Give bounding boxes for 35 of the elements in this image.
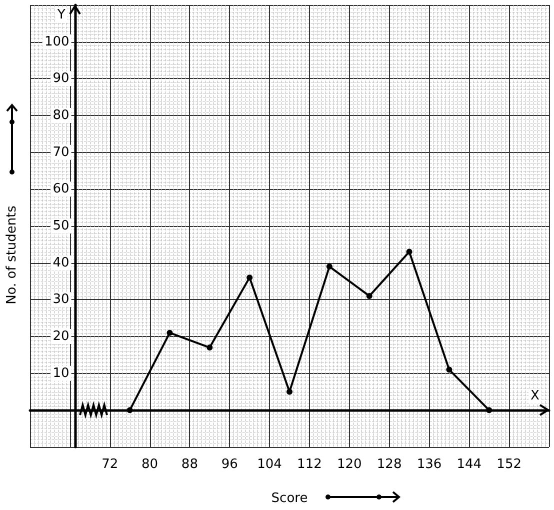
y-tick-label: 30 xyxy=(52,292,70,308)
y-tick-label: 80 xyxy=(52,108,70,123)
point xyxy=(366,292,372,299)
x-tick-label: 128 xyxy=(376,457,402,472)
y-axis-title: No. of students xyxy=(4,205,20,304)
point xyxy=(486,407,492,414)
y-tick-label: 90 xyxy=(52,71,70,86)
y-tick-label: 10 xyxy=(52,366,70,381)
annotation: X xyxy=(530,388,540,404)
point xyxy=(286,388,292,395)
point xyxy=(406,248,412,255)
y-tick-label: 70 xyxy=(52,144,70,160)
point xyxy=(326,264,332,270)
y-tick-label: 40 xyxy=(52,255,70,270)
point xyxy=(246,274,253,281)
point xyxy=(446,366,452,373)
point xyxy=(166,330,173,336)
x-tick-label: 104 xyxy=(257,457,282,472)
point xyxy=(206,344,213,351)
annotation: Y xyxy=(56,8,66,22)
x-tick-label: 72 xyxy=(102,457,118,472)
x-tick-label: 112 xyxy=(297,457,322,472)
x-axis-title: Score xyxy=(271,491,308,506)
x-tick-label: 152 xyxy=(496,457,522,472)
x-tick-label: 144 xyxy=(456,457,482,472)
x-tick-label: 96 xyxy=(221,457,238,472)
y-tick-label: 100 xyxy=(44,34,70,50)
point xyxy=(126,407,133,414)
x-tick-label: 120 xyxy=(336,457,362,472)
y-tick-label: 20 xyxy=(52,329,70,344)
x-tick-label: 136 xyxy=(416,457,442,472)
x-tick-label: 88 xyxy=(181,457,198,472)
y-tick-label: 60 xyxy=(52,182,70,197)
x-tick-label: 80 xyxy=(141,457,158,472)
y-tick-label: 50 xyxy=(52,218,70,234)
